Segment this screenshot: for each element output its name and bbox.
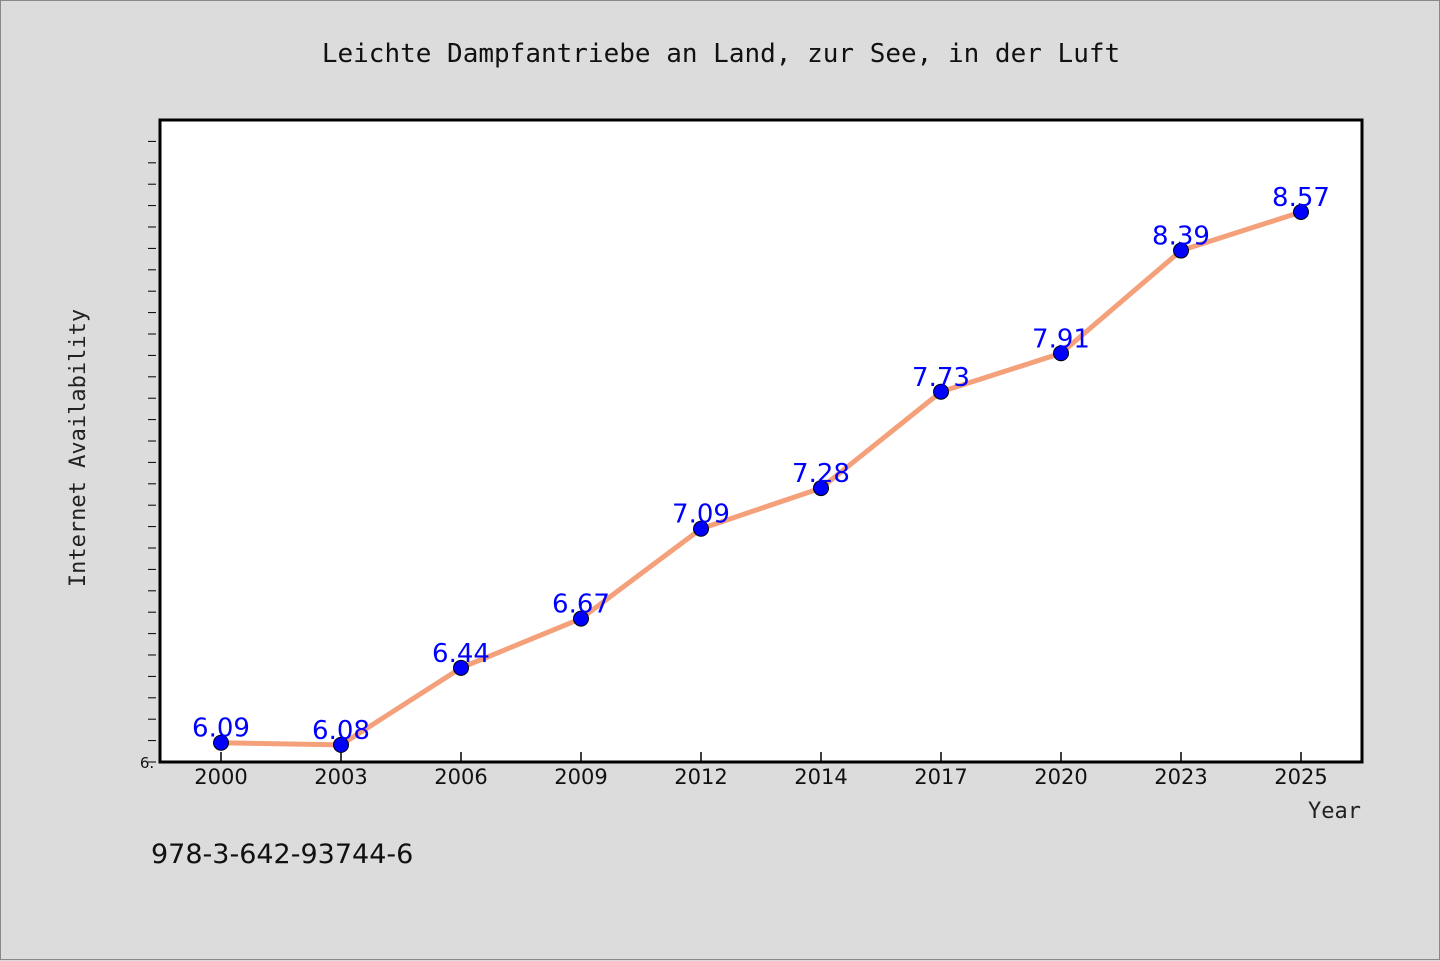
data-label: 7.28 <box>792 459 850 489</box>
data-point <box>813 480 829 497</box>
data-point <box>1173 242 1189 259</box>
data-point <box>693 520 709 537</box>
data-point <box>453 659 469 676</box>
x-tick-label: 2023 <box>1154 765 1207 789</box>
data-label: 7.09 <box>672 500 730 530</box>
plot-area <box>158 118 1364 764</box>
data-label: 6.44 <box>432 639 490 669</box>
data-point <box>1293 204 1309 221</box>
data-point <box>1053 345 1069 362</box>
series-layer: 6.09 6.08 6.44 6.67 7.09 7.28 7.73 7.91 8.39 8.57 <box>192 183 1330 753</box>
chart-title: Leichte Dampfantriebe an Land, zur See, … <box>322 39 1120 69</box>
y-axis-ticks <box>148 140 156 763</box>
data-point <box>213 734 229 751</box>
x-tick-label: 2003 <box>314 765 367 789</box>
data-label: 7.91 <box>1032 324 1090 354</box>
data-point <box>333 736 349 753</box>
data-label: 6.09 <box>192 714 250 744</box>
data-label: 8.57 <box>1272 183 1330 213</box>
x-tick-label: 2017 <box>914 765 967 789</box>
data-point <box>573 610 589 627</box>
x-tick-label: 2020 <box>1034 765 1087 789</box>
y-tick-label: 6. <box>140 754 154 772</box>
y-axis-label: Internet Availability <box>66 309 91 587</box>
x-tick-label: 2012 <box>674 765 727 789</box>
x-tick-label: 2000 <box>194 765 247 789</box>
data-label: 6.08 <box>312 716 370 746</box>
x-tick-label: 2009 <box>554 765 607 789</box>
x-tick-label: 2006 <box>434 765 487 789</box>
x-tick-label: 2025 <box>1274 765 1327 789</box>
x-axis-label: Year <box>1308 799 1361 824</box>
data-label: 7.73 <box>912 363 970 393</box>
x-axis-ticks: 2000 2003 2006 2009 2012 2014 2017 2020 2023 2025 <box>194 752 1328 789</box>
series-line <box>220 209 1302 748</box>
data-label: 8.39 <box>1152 222 1210 252</box>
data-label: 6.67 <box>552 590 610 620</box>
isbn-text: 978-3-642-93744-6 <box>151 839 413 870</box>
x-tick-label: 2014 <box>794 765 847 789</box>
data-point <box>933 383 949 400</box>
